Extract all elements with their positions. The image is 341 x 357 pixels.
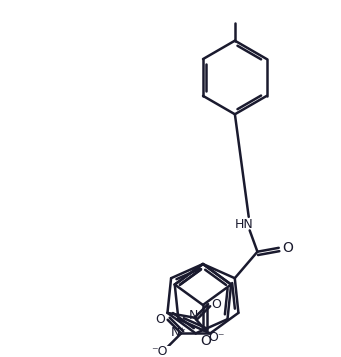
Text: O: O — [155, 313, 165, 326]
Text: O: O — [201, 334, 211, 348]
Text: ⁻O: ⁻O — [151, 345, 167, 357]
Text: O: O — [282, 241, 293, 255]
Text: N⁺: N⁺ — [189, 309, 205, 322]
Text: O⁻: O⁻ — [209, 331, 225, 343]
Text: O: O — [211, 298, 221, 311]
Text: N⁺: N⁺ — [171, 326, 187, 339]
Text: HN: HN — [235, 218, 253, 231]
